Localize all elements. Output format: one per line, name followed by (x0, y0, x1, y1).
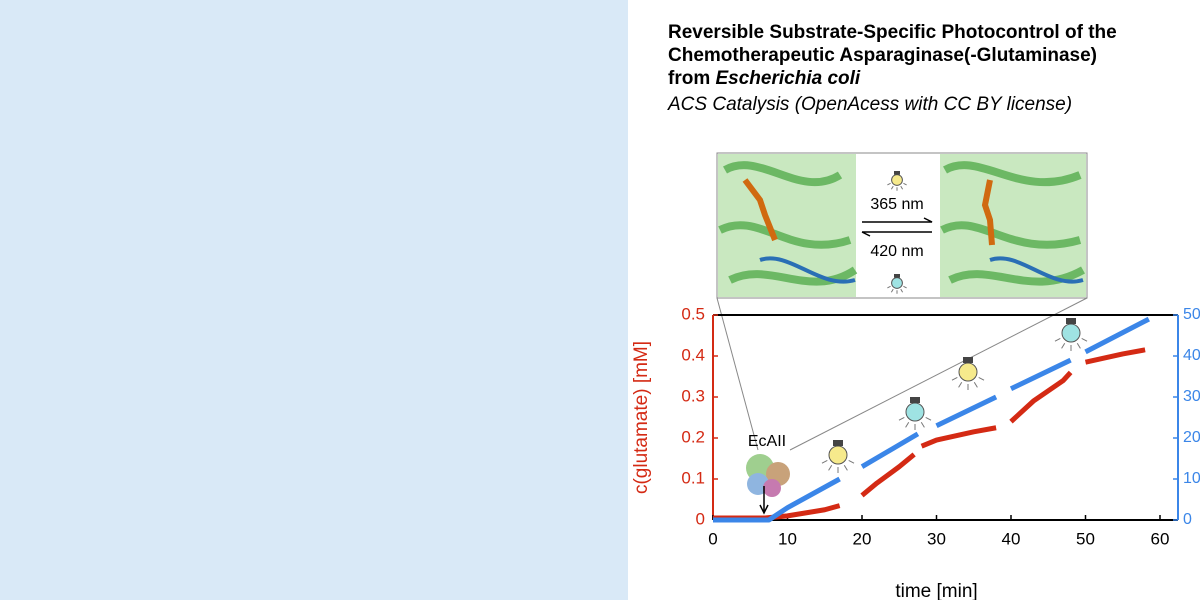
bulb-cap (894, 171, 900, 175)
bulb-ray (951, 377, 958, 381)
x-tick-label: 10 (778, 529, 797, 548)
annotation: 365 nm (870, 196, 923, 213)
bulb (951, 357, 985, 390)
y-tick-label: 0 (696, 509, 705, 528)
bulb-cap (1066, 318, 1076, 324)
enzyme (746, 454, 790, 497)
bulb-ray (903, 182, 907, 186)
y2-tick-label: 40 (1183, 347, 1200, 364)
y2-tick-label: 0 (1183, 511, 1192, 528)
protein-left (718, 154, 858, 297)
data-line (713, 347, 1146, 521)
x-tick-label: 50 (1076, 529, 1095, 548)
title-line: from Escherichia coli (668, 68, 861, 89)
bulb-ray (920, 421, 925, 428)
bulb-cap (833, 440, 843, 446)
title-line: Chemotherapeutic Asparaginase(-Glutamina… (668, 45, 1097, 66)
zoom-line (716, 297, 759, 451)
y-tick-label: 0.4 (681, 345, 705, 364)
bulb-ray (1054, 338, 1061, 342)
bulb-glass (891, 174, 903, 186)
bulb (887, 171, 907, 191)
bulb-ray (905, 421, 910, 428)
protein-right (940, 154, 1086, 297)
y-tick-label: 0.5 (681, 304, 705, 323)
bulb-ray (890, 288, 894, 293)
y-tick-label: 0.3 (681, 386, 705, 405)
bulb (898, 397, 932, 430)
x-tick-label: 30 (927, 529, 946, 548)
bulb-ray (1076, 342, 1081, 349)
bulb (887, 274, 907, 294)
annotation: EcAII (748, 433, 786, 450)
y2-tick-label: 50 (1183, 306, 1200, 323)
bulb-ray (958, 381, 963, 388)
y-tick-label: 0.2 (681, 427, 705, 446)
x-tick-label: 40 (1002, 529, 1021, 548)
bulb-ray (898, 417, 905, 421)
zoom-line (789, 297, 1088, 451)
x-axis-title: time [min] (895, 581, 977, 600)
bulb-ray (1081, 338, 1088, 342)
bulb (821, 440, 855, 473)
bulb (1054, 318, 1088, 351)
bulb-glass (958, 362, 978, 382)
bulb-ray (900, 185, 904, 190)
bulb-ray (828, 464, 833, 471)
y2-tick-label: 10 (1183, 470, 1200, 487)
title-part: Escherichia coli (716, 68, 861, 89)
bulb-ray (890, 185, 894, 190)
y2-tick-label: 30 (1183, 388, 1200, 405)
bulb-cap (963, 357, 973, 363)
annotation: 420 nm (870, 243, 923, 260)
bulb-glass (905, 402, 925, 422)
bulb-cap (910, 397, 920, 403)
start-arrow (759, 486, 769, 515)
bulb-ray (848, 460, 855, 464)
plot: 0 10 20 30 40 50 60 0 0.1 0.2 0.3 0.4 0.5 0 10 20 30 40 50… (631, 304, 1200, 600)
x-tick-label: 20 (853, 529, 872, 548)
bulb-ray (1061, 342, 1066, 349)
bulb-glass (1061, 323, 1081, 343)
bulbs (821, 171, 1088, 473)
bulb-ray (903, 285, 907, 289)
y-axis-title: c(glutamate) [mM] (631, 341, 652, 494)
x-tick-label: 60 (1151, 529, 1170, 548)
bulb-ray (821, 460, 828, 464)
title-part: from (668, 68, 716, 89)
data-line (713, 316, 1150, 523)
bulb-glass (828, 445, 848, 465)
bulb-ray (973, 381, 978, 388)
bulb-ray (887, 285, 891, 289)
journal: ACS Catalysis (OpenAcess with CC BY lice… (667, 94, 1072, 115)
bulb-ray (887, 182, 891, 186)
bulb-ray (925, 417, 932, 421)
y2-tick-label: 20 (1183, 429, 1200, 446)
x-tick-label: 0 (708, 529, 717, 548)
bulb-ray (978, 377, 985, 381)
side-panel (0, 0, 628, 600)
title-line: Reversible Substrate-Specific Photocontr… (668, 22, 1117, 43)
bulb-ray (900, 288, 904, 293)
switch-arrows (861, 217, 933, 237)
bulb-cap (894, 274, 900, 278)
bulb-glass (891, 277, 903, 289)
y-tick-label: 0.1 (681, 468, 705, 487)
bulb-ray (843, 464, 848, 471)
